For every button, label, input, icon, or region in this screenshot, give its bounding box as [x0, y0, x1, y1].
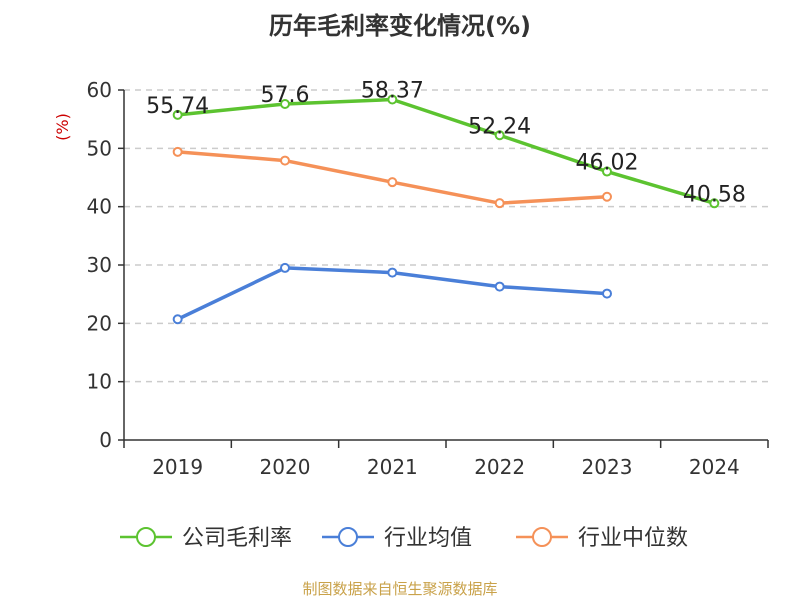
legend-marker-0	[136, 527, 156, 547]
legend-label-2: 行业中位数	[578, 526, 688, 551]
series-2-point-2022	[494, 198, 505, 209]
y-tick-label-0: 0	[99, 428, 112, 452]
data-label-2020: 57.6	[261, 83, 310, 108]
legend: 公司毛利率 行业均值 行业中位数	[120, 526, 688, 551]
data-label-2022: 52.24	[468, 114, 531, 139]
series-2-point-2023	[602, 191, 612, 202]
x-tick-label-2019: 2019	[152, 455, 203, 479]
chart-title: 历年毛利率变化情况(%)	[269, 12, 531, 40]
data-label-2024: 40.58	[683, 182, 746, 207]
series-line-0	[177, 97, 715, 205]
legend-marker-1	[338, 527, 358, 547]
series-1-point-2022	[494, 281, 505, 292]
series-2-point-2021	[387, 177, 398, 188]
series-2-point-2020	[280, 155, 290, 166]
y-tick-label-60: 60	[87, 78, 112, 102]
legend-marker-2	[532, 527, 552, 547]
grid-lines	[124, 89, 768, 383]
source-note: 制图数据来自恒生聚源数据库	[302, 580, 498, 598]
y-tick-label-40: 40	[87, 195, 112, 219]
y-tick-label-10: 10	[87, 370, 112, 394]
data-label-2019: 55.74	[146, 94, 209, 119]
data-label-2023: 46.02	[576, 151, 639, 176]
x-tick-label-2020: 2020	[260, 455, 311, 479]
series-1-point-2020	[280, 262, 290, 273]
series-0-point-2019	[172, 109, 183, 120]
series-0-point-2020	[280, 99, 290, 109]
series-1-point-2021	[387, 267, 398, 278]
legend-label-1: 行业均值	[384, 526, 472, 551]
series-1-point-2023	[602, 288, 612, 299]
x-tick-label-2022: 2022	[474, 455, 525, 479]
series-0-point-2023	[602, 166, 612, 177]
x-tick-label-2023: 2023	[582, 455, 633, 479]
x-tick-label-2024: 2024	[689, 455, 740, 479]
series-0-point-2021	[387, 94, 398, 105]
data-label-2021: 58.37	[361, 79, 424, 104]
y-tick-label-20: 20	[87, 311, 112, 335]
y-tick-label-50: 50	[87, 136, 112, 160]
series-2-point-2019	[172, 146, 183, 157]
data-labels: 55.74 57.6 58.37 52.24 46.02 40.58	[146, 79, 746, 208]
y-axis-label: (%)	[53, 113, 72, 141]
axes: 0 10 20 30 40 50 60 2019 2020 2021 2022 2023 2024 (%)	[53, 78, 769, 479]
series-group	[172, 94, 720, 325]
y-tick-label-30: 30	[87, 253, 112, 277]
series-0-point-2024	[709, 198, 720, 209]
legend-label-0: 公司毛利率	[182, 526, 292, 551]
series-0-point-2022	[494, 130, 505, 141]
x-tick-label-2021: 2021	[367, 455, 418, 479]
series-1-point-2019	[172, 314, 183, 325]
